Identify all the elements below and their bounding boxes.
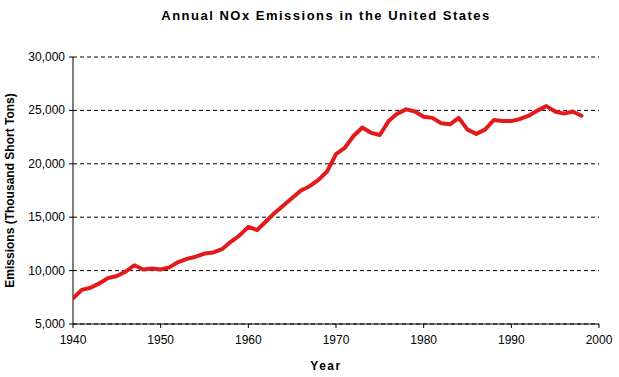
x-tick-label: 1970 (323, 333, 350, 347)
grid-line (73, 217, 599, 218)
y-tick (69, 57, 73, 58)
y-tick-label: 10,000 (28, 264, 65, 278)
grid-line (73, 110, 599, 111)
y-axis (73, 57, 74, 324)
x-tick (73, 324, 74, 328)
y-axis-label: Emissions (Thousand Short Tons) (3, 93, 17, 287)
x-axis (73, 324, 599, 325)
y-tick-label: 15,000 (28, 210, 65, 224)
x-tick-label: 1990 (498, 333, 525, 347)
x-tick (336, 324, 337, 328)
x-tick-label: 2000 (586, 333, 613, 347)
x-tick (160, 324, 161, 328)
y-tick (69, 270, 73, 271)
x-tick (511, 324, 512, 328)
x-tick (599, 324, 600, 328)
y-tick-label: 30,000 (28, 50, 65, 64)
grid-line (73, 324, 599, 325)
y-tick-label: 25,000 (28, 103, 65, 117)
title: Annual NOx Emissions in the United State… (161, 8, 491, 23)
y-tick (69, 217, 73, 218)
x-tick-label: 1960 (235, 333, 262, 347)
x-tick-label: 1980 (410, 333, 437, 347)
y-tick (69, 163, 73, 164)
x-tick (423, 324, 424, 328)
data-line (73, 106, 581, 298)
y-tick-label: 5,000 (35, 317, 65, 331)
y-tick (69, 324, 73, 325)
x-tick-label: 1940 (60, 333, 87, 347)
x-tick (248, 324, 249, 328)
plot-area (73, 106, 581, 298)
y-tick-label: 20,000 (28, 157, 65, 171)
grid-line (73, 57, 599, 58)
x-tick-label: 1950 (147, 333, 174, 347)
x-axis-label: Year (310, 359, 341, 373)
grid-line (73, 163, 599, 164)
chart: Annual NOx Emissions in the United State… (0, 0, 619, 377)
y-tick (69, 110, 73, 111)
